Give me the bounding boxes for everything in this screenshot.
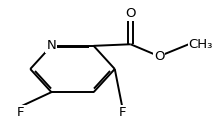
Text: F: F bbox=[17, 106, 24, 120]
Text: O: O bbox=[154, 50, 164, 63]
Text: O: O bbox=[125, 6, 136, 19]
Text: CH₃: CH₃ bbox=[189, 38, 213, 51]
Text: F: F bbox=[118, 106, 126, 120]
Text: N: N bbox=[46, 39, 56, 52]
